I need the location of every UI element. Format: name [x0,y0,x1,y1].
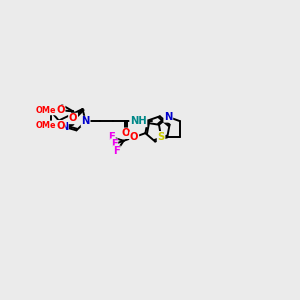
Text: NH: NH [130,116,147,127]
Text: OMe: OMe [35,121,56,130]
Text: N: N [164,112,172,122]
Text: F: F [113,146,120,156]
Text: OMe: OMe [35,106,56,115]
Text: O: O [69,113,77,124]
Text: F: F [111,139,118,149]
Text: S: S [158,132,165,142]
Text: N: N [81,116,90,127]
Text: O: O [56,105,65,115]
Text: O: O [130,132,139,142]
Text: O: O [56,121,65,131]
Text: O: O [121,128,130,138]
Text: N: N [60,122,68,132]
Text: F: F [108,132,115,142]
